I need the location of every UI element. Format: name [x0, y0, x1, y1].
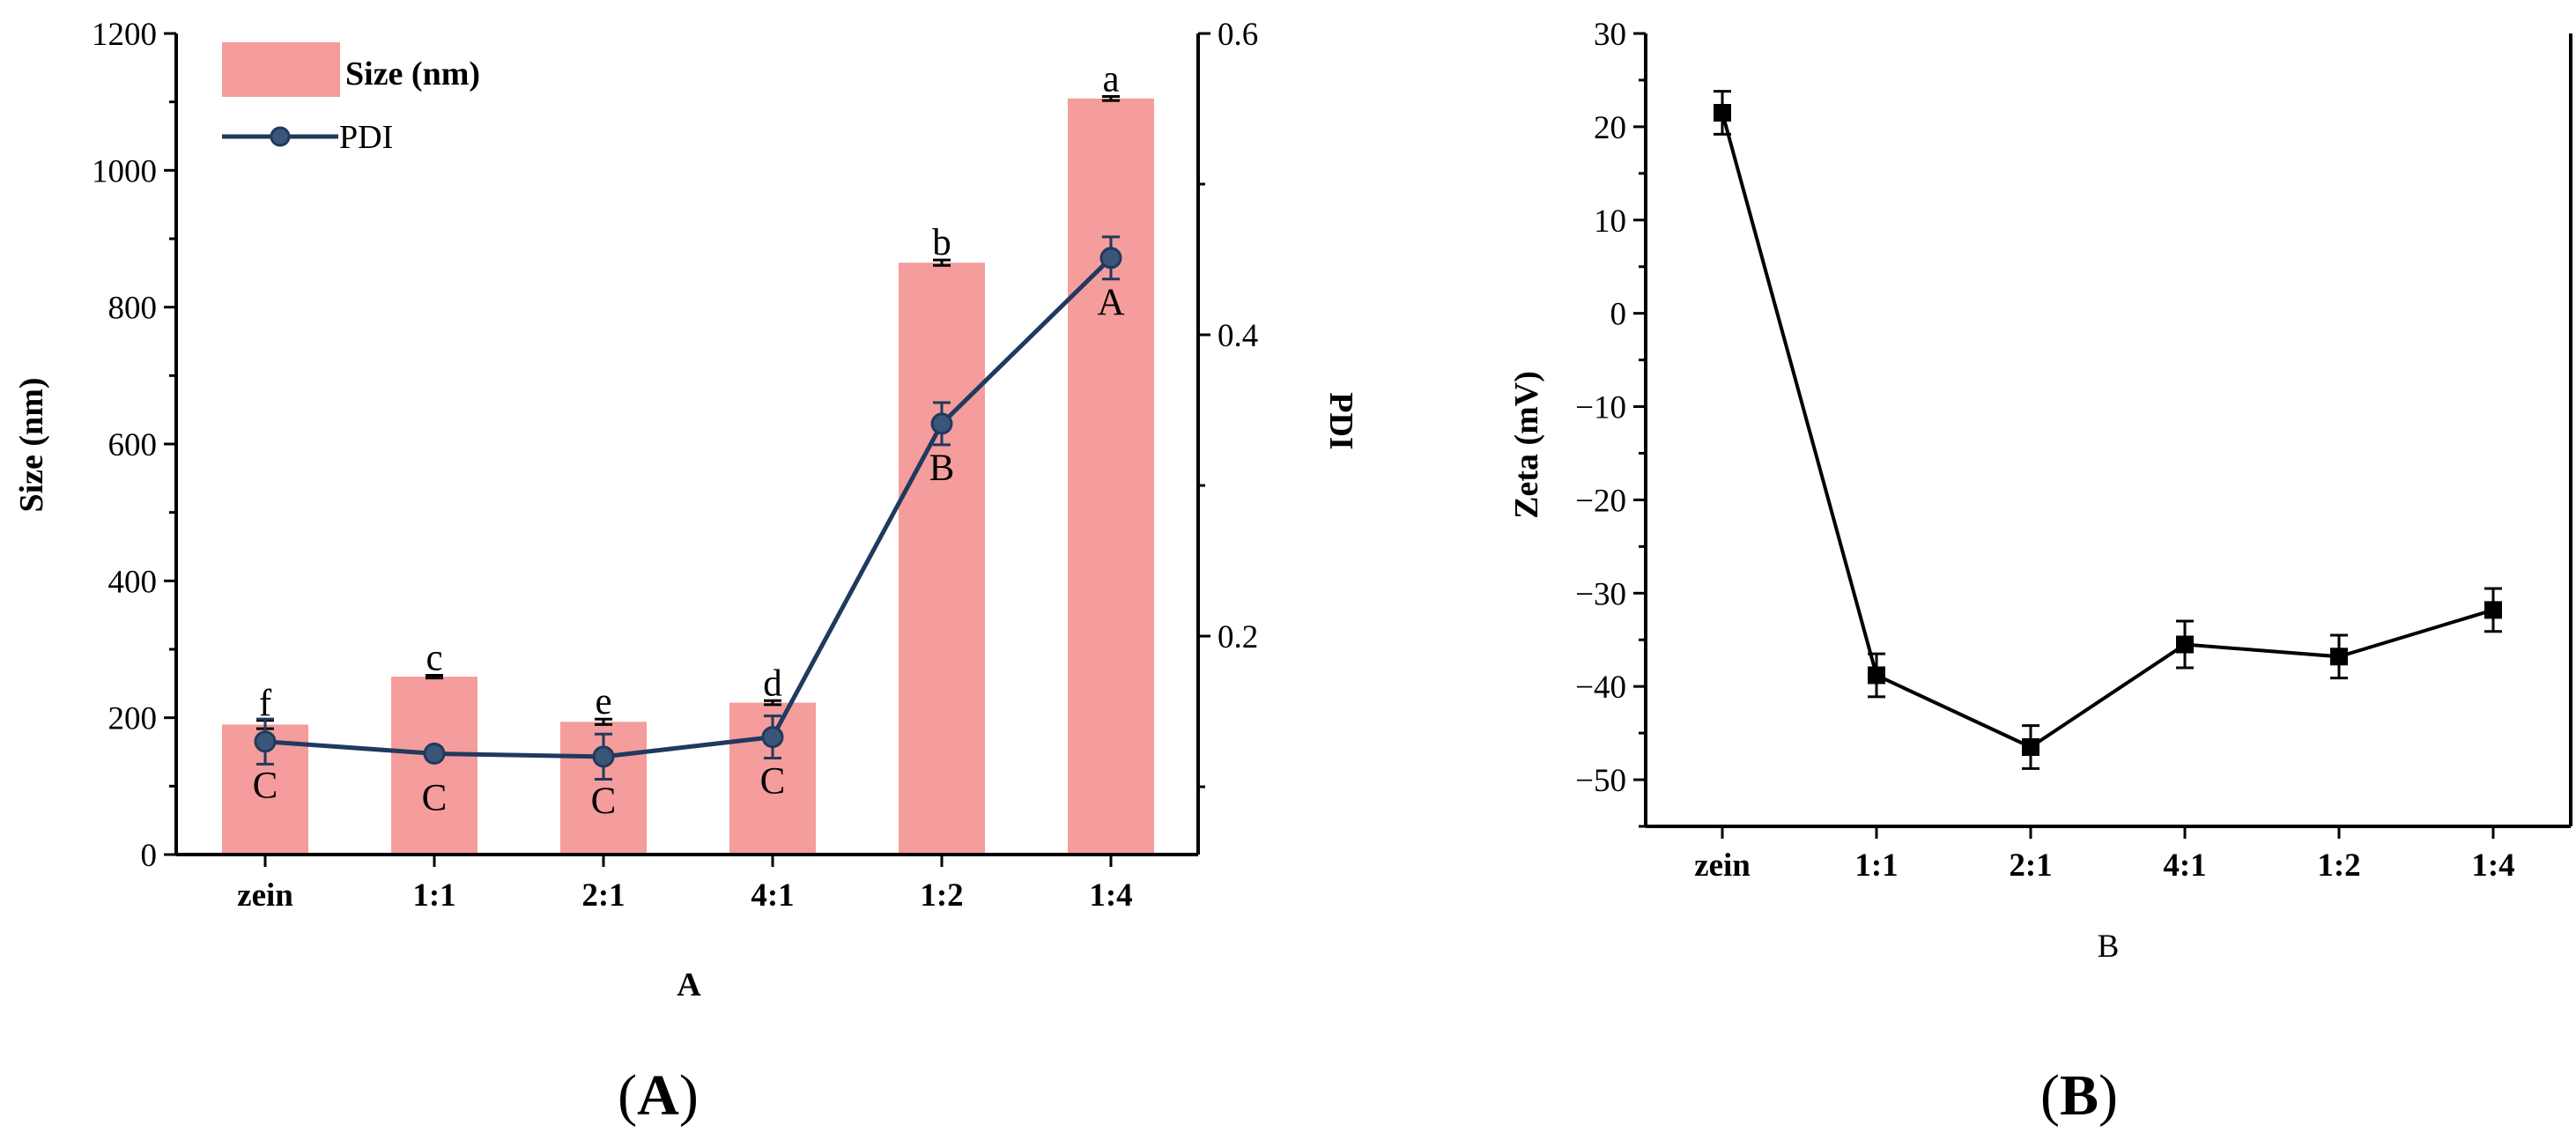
- panel-a-x-tick-label: 1:1: [412, 877, 455, 914]
- panel-b-x-tick-label: 1:1: [1854, 848, 1898, 884]
- size-bars: [222, 98, 1154, 855]
- panel-b-x-axis-title: B: [2098, 929, 2120, 965]
- panel-b-y-tick-label: 20: [1594, 110, 1626, 146]
- panel-a-left-tick-label: 200: [108, 701, 158, 737]
- panel-b-y-tick-label: −10: [1575, 390, 1626, 426]
- pdi-line: [264, 256, 1113, 759]
- panel-a-axes: 0 200 400 600 800 1000 1200 0.2 0.4 0.6 zein 1:1 2:1…: [92, 17, 1258, 914]
- size-letter: b: [932, 222, 951, 263]
- zeta-point: [2022, 738, 2039, 756]
- size-error-bars: [256, 94, 1120, 730]
- panel-b-x-tick-label: 1:2: [2317, 848, 2360, 884]
- pdi-point: [592, 745, 615, 768]
- legend-size-swatch: [222, 42, 340, 97]
- legend-pdi-marker: [270, 126, 291, 147]
- zeta-line: [1721, 112, 2494, 750]
- legend-pdi-label: PDI: [339, 119, 393, 156]
- pdi-point: [254, 730, 277, 753]
- panel-a-y-axis-title: Size (nm): [13, 377, 50, 512]
- panel-b-chart: 30 20 10 0 −10 −20 −30 −40 −50 zein 1:1 2:1 4:1 1:2 1:…: [1508, 17, 2572, 1128]
- size-letter: c: [426, 638, 442, 679]
- size-bar: [1068, 98, 1154, 855]
- panel-b-x-tick-label: zein: [1694, 848, 1751, 884]
- panel-a-right-tick-label: 0.6: [1218, 17, 1258, 53]
- panel-a-x-tick-label: zein: [237, 877, 293, 914]
- panel-a-label: (A): [618, 1063, 699, 1128]
- legend-size-label: Size (nm): [345, 56, 480, 93]
- panel-b-axes: 30 20 10 0 −10 −20 −30 −40 −50 zein 1:1 2:1 4:1 1:2 1:…: [1575, 17, 2572, 884]
- size-letter: d: [763, 663, 782, 704]
- pdi-point: [423, 742, 446, 765]
- pdi-letter: C: [591, 781, 617, 822]
- panel-a-right-tick-label: 0.2: [1218, 619, 1258, 655]
- size-bar: [899, 263, 985, 855]
- size-letter: f: [259, 683, 272, 724]
- panel-b-y-tick-label: −30: [1575, 576, 1626, 612]
- pdi-point: [761, 726, 784, 749]
- panel-a-left-tick-label: 600: [108, 427, 158, 463]
- pdi-letter: C: [422, 777, 448, 818]
- pdi-point: [1099, 247, 1122, 270]
- pdi-letter: B: [929, 448, 955, 489]
- zeta-point: [2176, 635, 2194, 654]
- size-letter: a: [1102, 58, 1119, 100]
- panel-a-x-tick-label: 1:4: [1089, 877, 1132, 914]
- panel-b-y-tick-label: −40: [1575, 670, 1626, 706]
- panel-b-y-axis-title: Zeta (mV): [1508, 371, 1545, 519]
- pdi-series: [254, 235, 1122, 781]
- panel-b-y-tick-label: −50: [1575, 763, 1626, 799]
- panel-b-x-tick-label: 4:1: [2163, 848, 2206, 884]
- size-letter: e: [595, 681, 611, 722]
- panel-a-x-axis-title: A: [677, 966, 701, 1003]
- pdi-letter: C: [760, 761, 786, 803]
- zeta-point: [2484, 601, 2502, 619]
- panel-a-x-tick-label: 4:1: [751, 877, 794, 914]
- panel-a-left-tick-label: 1000: [92, 153, 157, 189]
- panel-b-y-tick-label: 10: [1594, 204, 1626, 240]
- zeta-point: [2330, 648, 2348, 666]
- panel-a-x-tick-label: 2:1: [581, 877, 625, 914]
- pdi-letter: A: [1097, 282, 1124, 323]
- panel-b-label: (B): [2040, 1063, 2118, 1128]
- pdi-letter: C: [253, 766, 278, 807]
- pdi-point: [930, 412, 953, 435]
- panel-b-y-tick-label: 0: [1610, 297, 1627, 333]
- panel-a-left-tick-label: 800: [108, 291, 158, 327]
- panel-a-right-tick-label: 0.4: [1218, 318, 1258, 354]
- panel-a-chart: f c e d b a C C C C B A 0 200 400 600 800 1000 1200 0.2 0.…: [13, 17, 1359, 1128]
- zeta-point: [1868, 666, 1885, 685]
- zeta-series: [1714, 90, 2502, 770]
- panel-b-y-tick-label: −20: [1575, 483, 1626, 519]
- panel-b-x-tick-label: 2:1: [2009, 848, 2052, 884]
- zeta-point: [1714, 104, 1731, 122]
- panel-a-legend: Size (nm) PDI: [222, 42, 480, 156]
- panel-a-left-tick-label: 1200: [92, 17, 157, 53]
- panel-a-left-tick-label: 0: [141, 838, 158, 874]
- panel-a-left-tick-label: 400: [108, 564, 158, 600]
- size-bar: [391, 677, 477, 855]
- panel-a-x-tick-label: 1:2: [920, 877, 963, 914]
- pdi-significance-letters: C C C C B A: [253, 282, 1125, 822]
- panel-b-y-tick-label: 30: [1594, 17, 1626, 53]
- size-significance-letters: f c e d b a: [259, 58, 1120, 723]
- panel-a-right-axis-title: PDI: [1322, 392, 1359, 449]
- panel-b-x-tick-label: 1:4: [2471, 848, 2514, 884]
